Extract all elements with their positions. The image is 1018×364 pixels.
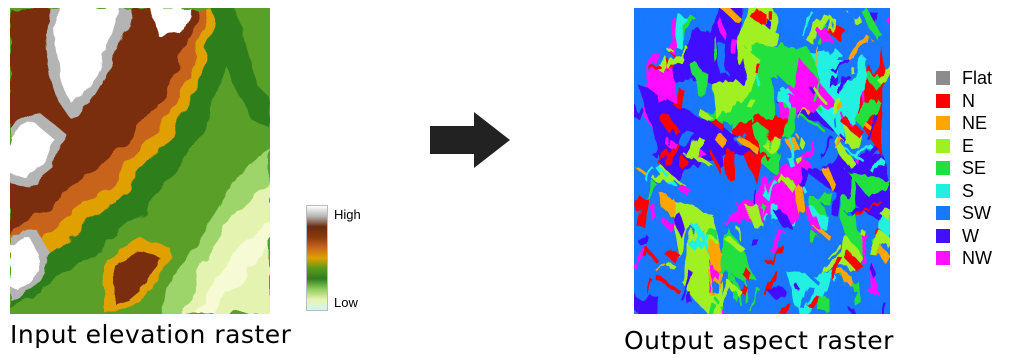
aspect-legend-item: S — [936, 180, 1018, 203]
input-raster-caption: Input elevation raster — [10, 320, 292, 349]
aspect-legend-item: NE — [936, 112, 1018, 135]
aspect-legend-label: NW — [962, 248, 992, 269]
aspect-legend-swatch — [936, 183, 950, 198]
aspect-legend-swatch — [936, 71, 950, 86]
aspect-legend-item: W — [936, 225, 1018, 248]
aspect-legend-item: E — [936, 135, 1018, 158]
aspect-legend-item: N — [936, 90, 1018, 113]
legend-low-label: Low — [334, 295, 358, 310]
legend-high-label: High — [334, 207, 361, 222]
aspect-legend-label: S — [962, 180, 975, 201]
aspect-legend-swatch — [936, 206, 950, 221]
aspect-legend-item: SW — [936, 202, 1018, 225]
aspect-legend-swatch — [936, 161, 950, 176]
elevation-legend: High Low — [306, 205, 386, 315]
output-raster-caption: Output aspect raster — [624, 326, 894, 355]
aspect-legend-label: SW — [962, 203, 991, 224]
aspect-legend-label: SE — [962, 158, 987, 179]
aspect-legend-item: NW — [936, 247, 1018, 270]
aspect-legend-label: N — [962, 90, 975, 111]
aspect-legend-label: E — [962, 135, 975, 156]
aspect-legend-label: NE — [962, 113, 988, 134]
aspect-legend: Flat N NE E SE S SW W NW — [936, 67, 1018, 270]
aspect-legend-swatch — [936, 138, 950, 153]
aspect-legend-item: Flat — [936, 67, 1018, 90]
aspect-legend-swatch — [936, 93, 950, 108]
aspect-legend-swatch — [936, 228, 950, 243]
aspect-legend-label: Flat — [962, 68, 993, 89]
aspect-legend-swatch — [936, 251, 950, 266]
right-arrow-icon — [430, 112, 510, 168]
elevation-color-ramp — [306, 205, 328, 311]
aspect-legend-swatch — [936, 116, 950, 131]
output-aspect-raster-image — [634, 8, 890, 314]
aspect-legend-item: SE — [936, 157, 1018, 180]
aspect-legend-label: W — [962, 225, 979, 246]
input-elevation-raster-image — [10, 8, 270, 314]
